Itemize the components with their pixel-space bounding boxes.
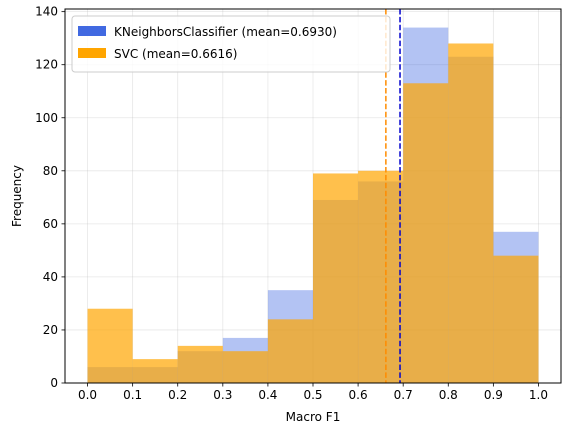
- x-tick-label: 0.7: [394, 388, 413, 402]
- histogram-bar-svc: [493, 255, 539, 383]
- x-axis-label: Macro F1: [286, 410, 341, 424]
- x-tick-label: 0.6: [349, 388, 368, 402]
- legend-swatch-knn: [78, 26, 106, 36]
- x-tick-label: 0.2: [168, 388, 187, 402]
- x-tick-label: 0.4: [258, 388, 277, 402]
- x-tick-label: 0.1: [123, 388, 142, 402]
- histogram-bar-svc: [267, 319, 313, 383]
- y-tick-label: 40: [43, 270, 58, 284]
- histogram-bar-svc: [313, 173, 359, 383]
- y-tick-label: 60: [43, 217, 58, 231]
- x-tick-label: 0.0: [78, 388, 97, 402]
- y-tick-label: 100: [35, 111, 58, 125]
- x-tick-label: 0.8: [439, 388, 458, 402]
- histogram-bar-svc: [403, 83, 449, 383]
- y-tick-label: 20: [43, 323, 58, 337]
- histogram-bar-svc: [358, 170, 404, 383]
- x-tick-label: 1.0: [529, 388, 548, 402]
- y-axis-ticks: 0 20 40 60 80 100 120 140: [35, 5, 65, 390]
- legend: KNeighborsClassifier (mean=0.6930) SVC (…: [71, 15, 391, 73]
- histogram-bar-svc: [132, 359, 178, 383]
- x-tick-label: 0.5: [303, 388, 322, 402]
- x-tick-label: 0.3: [213, 388, 232, 402]
- x-axis-ticks: 0.0 0.1 0.2 0.3 0.4 0.5 0.6 0.7 0.8 0.9 1.0: [78, 383, 548, 402]
- legend-label-knn: KNeighborsClassifier (mean=0.6930): [114, 25, 337, 39]
- mean-lines: [385, 9, 401, 383]
- legend-swatch-svc: [78, 48, 106, 58]
- x-tick-label: 0.9: [484, 388, 503, 402]
- legend-label-svc: SVC (mean=0.6616): [114, 47, 237, 61]
- histogram-bar-svc: [87, 308, 133, 383]
- y-tick-label: 0: [50, 376, 58, 390]
- histogram-bar-svc: [177, 345, 223, 383]
- histogram-bar-svc: [448, 43, 494, 383]
- y-tick-label: 120: [35, 58, 58, 72]
- y-axis-label: Frequency: [10, 165, 24, 227]
- y-tick-label: 140: [35, 5, 58, 19]
- histogram-bar-svc: [222, 351, 268, 383]
- y-tick-label: 80: [43, 164, 58, 178]
- legend-box: [71, 15, 391, 73]
- histogram-bars: [87, 27, 539, 383]
